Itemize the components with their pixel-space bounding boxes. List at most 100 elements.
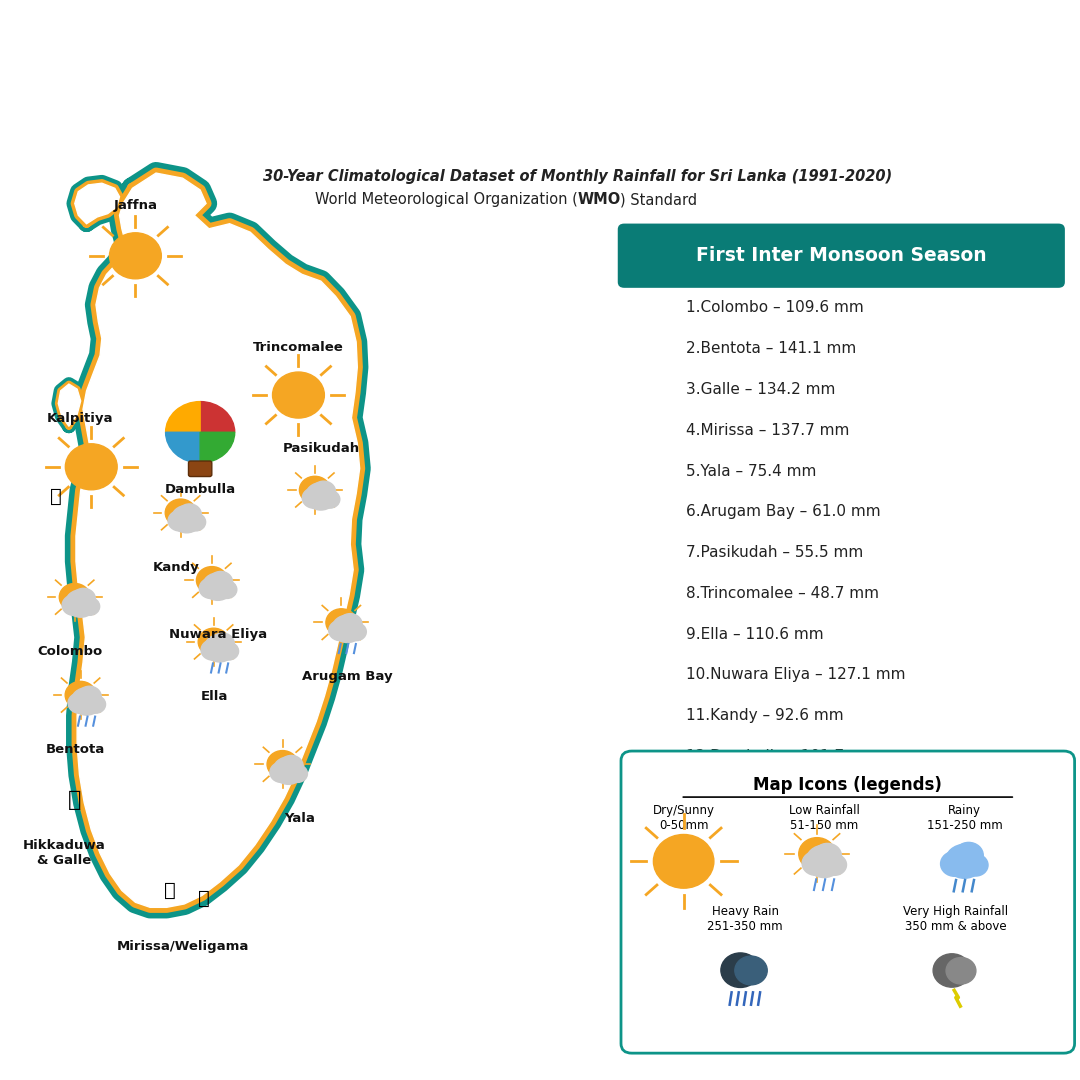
- Circle shape: [59, 583, 90, 611]
- Text: 3.Galle – 134.2 mm: 3.Galle – 134.2 mm: [686, 382, 835, 397]
- Circle shape: [80, 597, 99, 616]
- Circle shape: [272, 372, 324, 418]
- Circle shape: [941, 851, 969, 876]
- Text: 13.Kalpitiya – 54.8 mm: 13.Kalpitiya – 54.8 mm: [686, 789, 862, 805]
- Circle shape: [802, 851, 829, 875]
- Circle shape: [326, 609, 356, 636]
- Text: 8.Trincomalee – 48.7 mm: 8.Trincomalee – 48.7 mm: [686, 585, 879, 600]
- Circle shape: [71, 589, 95, 609]
- Circle shape: [200, 578, 222, 598]
- Circle shape: [78, 686, 102, 707]
- Wedge shape: [200, 402, 234, 432]
- Text: Very High Rainfall
350 mm & above: Very High Rainfall 350 mm & above: [903, 905, 1009, 933]
- Polygon shape: [75, 184, 120, 224]
- Text: 2.Bentota – 141.1 mm: 2.Bentota – 141.1 mm: [686, 341, 856, 356]
- Circle shape: [954, 842, 983, 868]
- Text: Hikkaduwa
& Galle: Hikkaduwa & Galle: [23, 839, 106, 867]
- Circle shape: [208, 571, 232, 593]
- Circle shape: [65, 444, 117, 490]
- Text: Meshaun Journeys: Meshaun Journeys: [723, 40, 1038, 69]
- Text: 12.Dambulla – 101.7 mm: 12.Dambulla – 101.7 mm: [686, 748, 878, 764]
- Circle shape: [799, 838, 835, 870]
- Text: World Meteorological Organization (: World Meteorological Organization (: [315, 192, 578, 207]
- Circle shape: [201, 639, 224, 660]
- Text: Yala: Yala: [284, 812, 314, 825]
- Circle shape: [168, 511, 191, 531]
- Text: Dry/Sunny
0-50mm: Dry/Sunny 0-50mm: [652, 805, 715, 833]
- Circle shape: [171, 505, 202, 532]
- Text: ◐: ◐: [725, 49, 744, 68]
- Circle shape: [653, 835, 714, 888]
- Text: Ella: Ella: [201, 690, 228, 703]
- Circle shape: [347, 623, 366, 640]
- Text: Arugam Bay: Arugam Bay: [302, 671, 393, 684]
- Text: 14.Jaffna – 24.9 mm: 14.Jaffna – 24.9 mm: [686, 831, 839, 846]
- Text: ) Standard: ) Standard: [620, 192, 697, 207]
- Circle shape: [211, 633, 234, 654]
- Circle shape: [338, 613, 362, 635]
- Text: Heavy Rain
251-350 mm: Heavy Rain 251-350 mm: [707, 905, 783, 933]
- Text: Colombo: Colombo: [37, 645, 103, 658]
- Text: 1.Colombo – 109.6 mm: 1.Colombo – 109.6 mm: [686, 300, 864, 315]
- Circle shape: [270, 762, 293, 782]
- Circle shape: [65, 590, 96, 618]
- Text: WMO: WMO: [578, 192, 621, 207]
- Circle shape: [813, 843, 841, 868]
- Polygon shape: [76, 173, 360, 907]
- Text: First Inter Monsoon Season: First Inter Monsoon Season: [696, 246, 987, 265]
- Text: Trincomalee: Trincomalee: [253, 340, 343, 353]
- Wedge shape: [165, 402, 200, 432]
- Circle shape: [177, 504, 201, 525]
- Circle shape: [306, 483, 336, 510]
- Circle shape: [199, 629, 229, 656]
- Circle shape: [328, 620, 352, 640]
- Circle shape: [217, 581, 237, 598]
- Text: Low Rainfall
51-150 mm: Low Rainfall 51-150 mm: [788, 805, 860, 833]
- Text: 11.Kandy – 92.6 mm: 11.Kandy – 92.6 mm: [686, 708, 843, 724]
- Wedge shape: [200, 432, 234, 463]
- Polygon shape: [75, 184, 120, 224]
- Circle shape: [721, 953, 760, 987]
- Text: 5.Yala – 75.4 mm: 5.Yala – 75.4 mm: [686, 463, 816, 478]
- Circle shape: [197, 567, 227, 594]
- Circle shape: [267, 751, 298, 778]
- Circle shape: [273, 757, 303, 784]
- Text: 30-Year Climatological Dataset of Monthly Rainfall for Sri Lanka (1991-2020): 30-Year Climatological Dataset of Monthl…: [264, 170, 892, 184]
- Text: Nuwara Eliya: Nuwara Eliya: [168, 629, 267, 642]
- Text: Jaffna: Jaffna: [113, 200, 158, 213]
- Circle shape: [165, 499, 197, 526]
- Circle shape: [109, 233, 161, 279]
- Circle shape: [963, 854, 988, 876]
- Circle shape: [806, 846, 842, 878]
- Polygon shape: [58, 384, 81, 427]
- Circle shape: [280, 755, 303, 777]
- Text: Bentota: Bentota: [46, 743, 106, 756]
- Circle shape: [823, 854, 847, 875]
- Text: 9.Ella – 110.6 mm: 9.Ella – 110.6 mm: [686, 626, 823, 642]
- Circle shape: [186, 513, 205, 531]
- Polygon shape: [58, 384, 81, 427]
- Circle shape: [202, 572, 233, 600]
- Circle shape: [933, 954, 971, 987]
- Text: 🐬: 🐬: [50, 487, 62, 505]
- Text: Kandy: Kandy: [152, 561, 199, 573]
- Polygon shape: [76, 173, 360, 907]
- Wedge shape: [165, 432, 200, 463]
- FancyBboxPatch shape: [189, 461, 212, 476]
- Circle shape: [312, 481, 336, 502]
- Circle shape: [287, 765, 308, 782]
- Circle shape: [218, 643, 239, 660]
- Circle shape: [332, 616, 363, 643]
- Text: 6.Arugam Bay – 61.0 mm: 6.Arugam Bay – 61.0 mm: [686, 504, 880, 519]
- Text: 4.Mirissa – 137.7 mm: 4.Mirissa – 137.7 mm: [686, 422, 849, 437]
- Text: Climate in March: Climate in March: [27, 31, 608, 90]
- Text: Kalpitiya: Kalpitiya: [48, 413, 113, 426]
- FancyBboxPatch shape: [618, 224, 1065, 288]
- Circle shape: [204, 635, 235, 662]
- FancyBboxPatch shape: [621, 751, 1075, 1053]
- Text: 🐳: 🐳: [199, 889, 210, 907]
- Circle shape: [734, 956, 767, 985]
- Text: Mirissa/Weligama: Mirissa/Weligama: [117, 940, 248, 953]
- Circle shape: [65, 681, 96, 708]
- Text: 7.Pasikudah – 55.5 mm: 7.Pasikudah – 55.5 mm: [686, 545, 863, 561]
